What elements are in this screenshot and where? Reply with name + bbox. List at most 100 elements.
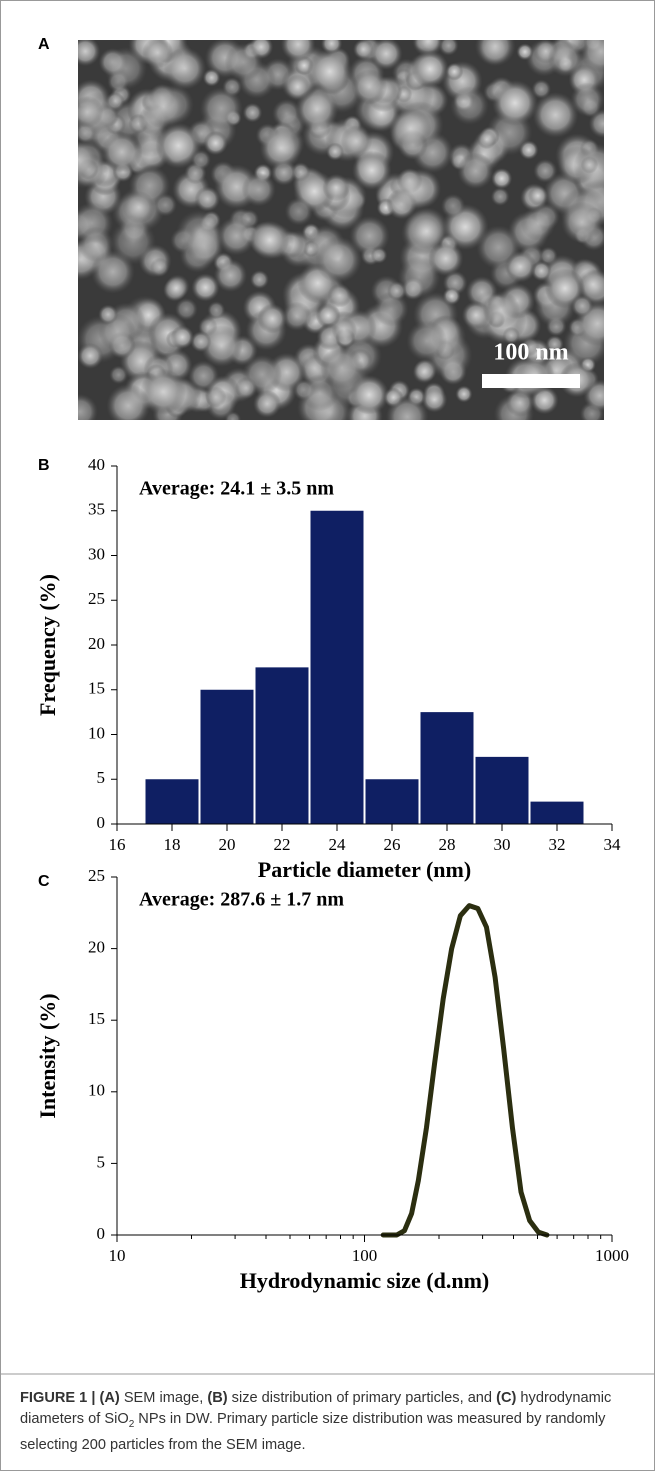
sem-particle [571, 294, 594, 318]
x-tick-label: 20 [219, 835, 236, 854]
sem-particle [78, 140, 98, 179]
y-tick-label: 15 [88, 679, 105, 698]
sem-particle [327, 283, 352, 308]
sem-particle [406, 320, 448, 362]
bar [200, 689, 254, 824]
panel-label: B [38, 457, 50, 474]
scale-bar [482, 374, 580, 388]
sem-particle [531, 79, 552, 99]
sem-particle [370, 246, 388, 264]
x-tick-label: 22 [274, 835, 291, 854]
caption: FIGURE 1 | (A) SEM image, (B) size distr… [20, 1388, 642, 1456]
sem-particle [200, 325, 243, 367]
panel-label: A [38, 36, 50, 53]
sem-particle [150, 257, 170, 278]
sem-particle [389, 169, 433, 213]
sem-texture [78, 40, 604, 420]
sem-particle [491, 79, 538, 126]
sem-particle [141, 84, 186, 129]
sem-particle [408, 213, 445, 250]
line [380, 903, 550, 1238]
sem-particle [532, 92, 579, 138]
caption-text: (A) [99, 1390, 120, 1406]
caption-text: FIGURE 1 | [20, 1390, 100, 1406]
sem-particle [174, 297, 198, 321]
scale-bar-label: 100 nm [493, 340, 568, 366]
sem-particle [340, 125, 373, 158]
sem-particle [101, 131, 143, 173]
sem-particle [547, 41, 584, 77]
sem-particle [445, 62, 464, 81]
sem-particle [545, 335, 564, 354]
sem-particle [502, 326, 520, 345]
sem-particle [250, 220, 290, 260]
sem-particle [110, 218, 157, 265]
y-tick-label: 0 [97, 813, 106, 832]
bar [475, 756, 529, 824]
sem-particle [250, 270, 269, 290]
sem-particle [520, 206, 556, 241]
sem-particle [579, 40, 604, 73]
y-tick-label: 20 [88, 938, 105, 957]
sem-particle [315, 236, 362, 283]
sem-particle [78, 342, 104, 369]
sem-particle [455, 385, 473, 403]
bar [145, 779, 199, 824]
annotation: Average: 287.6 ± 1.7 nm [139, 889, 344, 911]
sem-particle [98, 304, 119, 325]
x-tick-label: 16 [109, 835, 126, 854]
sem-particle [190, 331, 212, 353]
sem-particle [191, 273, 220, 302]
sem-particle [516, 43, 534, 61]
sem-particle [385, 395, 429, 420]
sem-particle [253, 389, 282, 418]
x-tick-label: 26 [384, 835, 401, 854]
sem-particle [242, 102, 263, 123]
sem-particle [438, 40, 459, 56]
sem-particle [213, 258, 248, 293]
x-tick-label: 28 [439, 835, 456, 854]
y-axis-title: Frequency (%) [35, 574, 60, 716]
y-tick-label: 30 [88, 544, 105, 563]
sem-particle [352, 150, 392, 191]
sem-particle [307, 48, 353, 95]
y-tick-label: 25 [88, 866, 105, 885]
sem-particle [78, 393, 98, 420]
y-tick-label: 5 [97, 768, 106, 787]
sem-particle [78, 226, 114, 263]
sem-particle [322, 173, 350, 202]
sem-particle [216, 216, 256, 256]
sem-particle [153, 193, 177, 217]
y-tick-label: 20 [88, 634, 105, 653]
x-tick-label: 10 [109, 1246, 126, 1265]
y-tick-label: 10 [88, 723, 105, 742]
sem-particle [351, 69, 388, 105]
sem-particle [373, 291, 409, 327]
sem-particle [315, 303, 341, 328]
sem-particle [519, 140, 539, 160]
sem-particle [199, 87, 243, 131]
sem-particle [477, 130, 497, 150]
bar [310, 510, 364, 824]
y-tick-label: 35 [88, 500, 105, 519]
sem-particle [190, 149, 211, 170]
sem-particle [272, 98, 302, 129]
sem-particle [440, 193, 466, 219]
annotation: Average: 24.1 ± 3.5 nm [139, 478, 334, 500]
sem-particle [491, 167, 513, 190]
sem-particle [280, 40, 316, 62]
caption-text: size distribution of primary particles, … [227, 1390, 497, 1406]
sem-particle [194, 186, 221, 212]
sem-particle [284, 197, 314, 226]
x-tick-label: 32 [549, 835, 566, 854]
sem-particle [474, 40, 516, 67]
sem-particle [78, 95, 104, 128]
caption-text: SEM image, [119, 1390, 208, 1406]
sem-particle [257, 303, 288, 334]
sem-particle [450, 86, 489, 126]
caption-text: 2 [128, 1418, 135, 1430]
sem-particle [561, 201, 603, 244]
sem-particle [421, 386, 448, 413]
